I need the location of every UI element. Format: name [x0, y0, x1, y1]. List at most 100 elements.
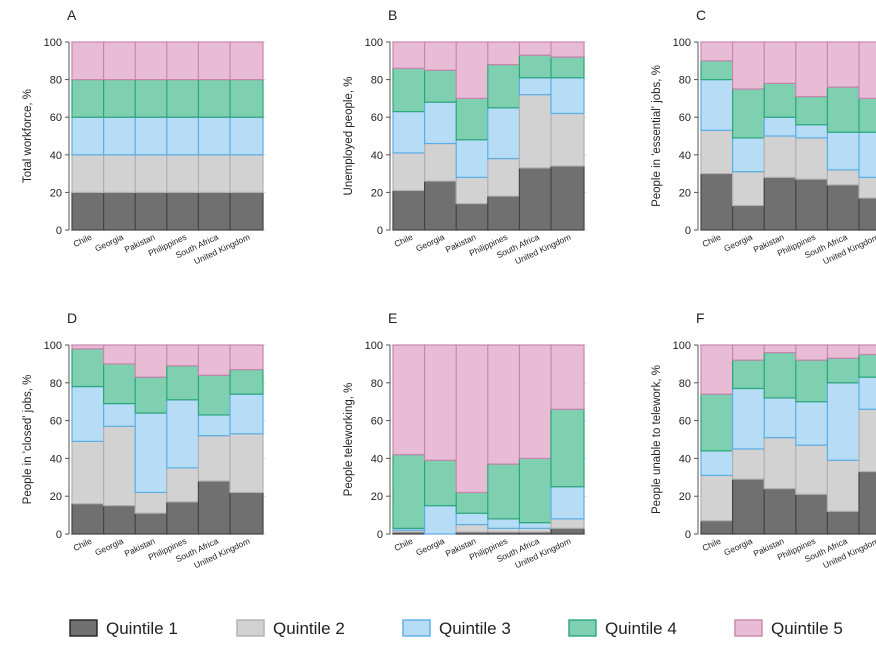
x-category-label: Chile	[701, 536, 723, 553]
bar-segment-pakistan-q3	[763, 116, 798, 137]
bar-segment-chile-q5	[700, 344, 735, 395]
bar-segment-georgia-q1	[102, 505, 138, 535]
bar-segment-united-kingdom-q2	[550, 112, 585, 167]
bar-segment-pakistan-q3	[763, 397, 798, 439]
y-tick-label: 0	[685, 225, 691, 237]
y-tick-label: 80	[50, 378, 62, 390]
bar-segment-chile-q5	[392, 41, 427, 69]
bar-segment-united-kingdom-q3	[229, 393, 264, 435]
x-category-label: Chile	[72, 232, 94, 249]
y-tick-label: 0	[56, 529, 62, 541]
panel-letter: A	[67, 7, 77, 23]
bar-segment-georgia-q4	[102, 363, 138, 405]
bar-segment-pakistan-q5	[134, 344, 169, 378]
bar-segment-georgia-q1	[424, 180, 459, 231]
bar-segment-united-kingdom-q4	[858, 353, 876, 378]
bar-segment-chile-q5	[700, 41, 735, 62]
bar-segment-pakistan-q3	[455, 139, 490, 178]
bar-segment-philippines-q3	[795, 124, 830, 139]
bar-segment-chile-q4	[392, 454, 427, 529]
y-tick-label: 40	[371, 150, 383, 162]
bar-segment-chile-q3	[700, 78, 735, 131]
bar-segment-united-kingdom-q3	[858, 376, 876, 410]
bar-segment-philippines-q3	[166, 116, 201, 156]
y-tick-label: 20	[371, 491, 383, 503]
bar-segment-south-africa-q4	[197, 78, 232, 118]
bar-segment-south-africa-q5	[826, 41, 862, 88]
y-tick-label: 20	[50, 187, 62, 199]
bar-segment-south-africa-q4	[518, 457, 554, 524]
panel-letter: E	[388, 310, 397, 326]
bar-segment-chile-q4	[71, 78, 106, 118]
x-category-label: Georgia	[93, 232, 125, 254]
bar-segment-united-kingdom-q3	[550, 77, 585, 115]
bar-segment-united-kingdom-q3	[550, 486, 585, 520]
y-axis-label: Unemployed people, %	[343, 77, 355, 196]
bar-segment-philippines-q3	[795, 401, 830, 446]
bar-segment-south-africa-q4	[518, 54, 554, 79]
bar-segment-united-kingdom-q4	[858, 97, 876, 133]
bar-segment-united-kingdom-q5	[550, 41, 585, 58]
bar-segment-georgia-q5	[424, 344, 459, 461]
bar-segment-pakistan-q4	[134, 78, 169, 118]
x-category-label: Georgia	[93, 536, 125, 558]
y-tick-label: 60	[679, 416, 691, 428]
x-category-label: Chile	[72, 536, 94, 553]
bar-segment-united-kingdom-q2	[858, 408, 876, 473]
y-tick-label: 20	[679, 491, 691, 503]
panel-f: F 0 20 40 60 80 100 People unable to telework, …	[651, 310, 876, 570]
y-tick-label: 80	[371, 378, 383, 390]
bar-segment-united-kingdom-q1	[858, 197, 876, 231]
bar-segment-south-africa-q5	[826, 344, 862, 359]
y-tick-label: 0	[377, 529, 383, 541]
bar-segment-chile-q3	[71, 116, 106, 156]
legend-label-q4: Quintile 4	[605, 619, 677, 638]
bar-segment-united-kingdom-q2	[229, 154, 264, 194]
legend-label-q3: Quintile 3	[439, 619, 511, 638]
bar-segment-philippines-q2	[795, 137, 830, 180]
bar-segment-south-africa-q3	[518, 522, 554, 529]
bar-segment-pakistan-q1	[134, 191, 169, 231]
y-tick-label: 60	[371, 416, 383, 428]
bar-segment-united-kingdom-q2	[229, 433, 264, 494]
bar-segment-south-africa-q3	[826, 382, 862, 461]
y-tick-label: 100	[365, 37, 383, 49]
panel-c: C 0 20 40 60 80 100 People in 'essential' jobs,…	[651, 7, 876, 266]
x-category-label: Georgia	[414, 536, 446, 558]
bar-segment-pakistan-q4	[763, 351, 798, 399]
y-tick-label: 100	[673, 340, 691, 352]
bar-segment-georgia-q4	[731, 88, 767, 139]
bar-segment-georgia-q5	[102, 344, 138, 365]
bar-segment-pakistan-q3	[455, 512, 490, 526]
y-tick-label: 20	[50, 491, 62, 503]
bar-segment-united-kingdom-q1	[550, 527, 585, 535]
y-tick-label: 80	[679, 378, 691, 390]
bar-segment-georgia-q3	[731, 137, 767, 173]
bar-segment-georgia-q3	[424, 101, 459, 145]
bar-segment-georgia-q1	[731, 478, 767, 535]
bar-segment-south-africa-q5	[197, 41, 232, 81]
bar-segment-georgia-q2	[424, 142, 459, 182]
bar-segment-chile-q1	[700, 520, 735, 535]
bar-segment-united-kingdom-q5	[229, 344, 264, 371]
bar-segment-philippines-q3	[487, 107, 522, 160]
bar-segment-philippines-q3	[166, 399, 201, 469]
bar-segment-united-kingdom-q3	[229, 116, 264, 156]
bar-segment-pakistan-q2	[763, 437, 798, 490]
bar-segment-pakistan-q1	[763, 176, 798, 231]
bar-segment-chile-q2	[700, 474, 735, 522]
bar-segment-south-africa-q3	[197, 116, 232, 156]
bar-segment-philippines-q5	[166, 41, 201, 81]
bar-segment-philippines-q4	[795, 95, 830, 126]
y-tick-label: 20	[371, 187, 383, 199]
bar-segment-georgia-q2	[731, 448, 767, 480]
bar-segment-south-africa-q4	[197, 374, 232, 416]
bar-segment-south-africa-q1	[197, 191, 232, 231]
bar-segment-georgia-q1	[102, 191, 138, 231]
bar-segment-pakistan-q4	[455, 491, 490, 514]
bar-segment-pakistan-q1	[455, 203, 490, 231]
bar-segment-philippines-q2	[795, 444, 830, 495]
y-axis-label: People teleworking, %	[343, 383, 355, 497]
y-tick-label: 100	[44, 37, 62, 49]
bar-segment-georgia-q4	[424, 69, 459, 103]
